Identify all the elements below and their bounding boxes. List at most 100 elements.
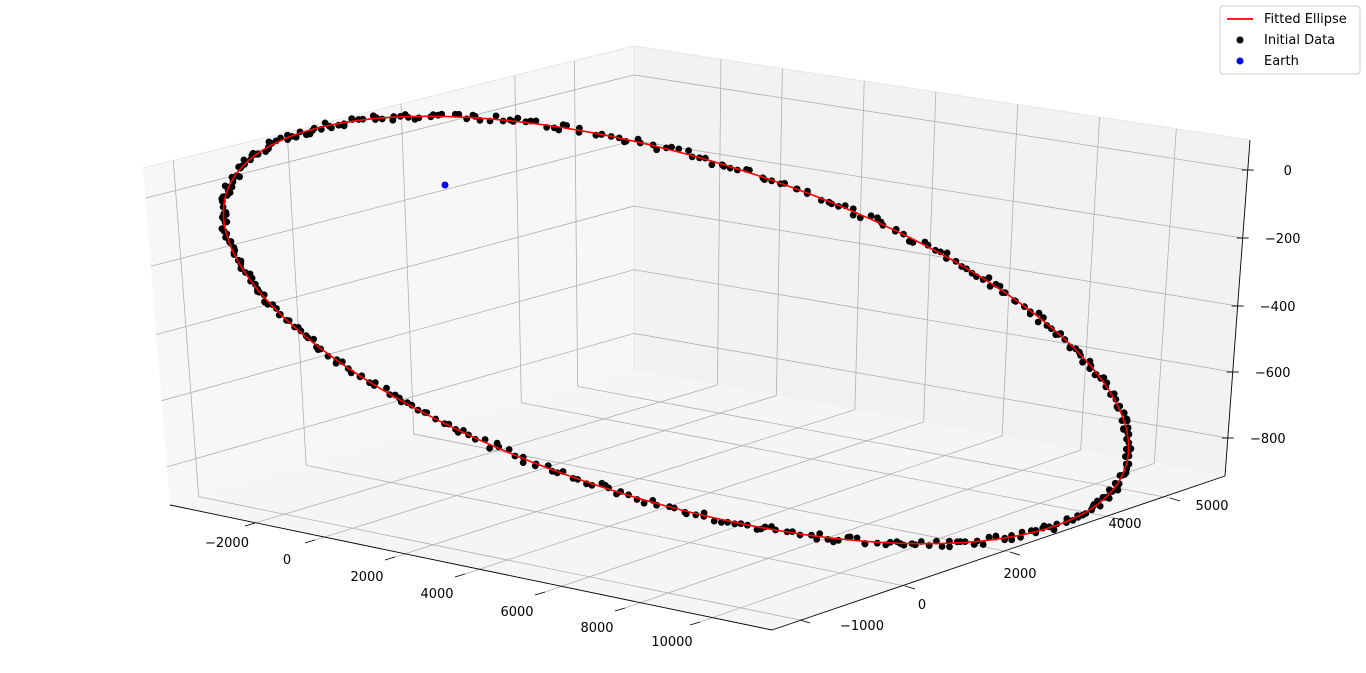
initial-data-point (486, 444, 493, 452)
legend-label-earth: Earth (1264, 54, 1299, 69)
initial-data-point (240, 156, 248, 164)
z-axis-line (1224, 139, 1251, 477)
initial-data-point (685, 147, 692, 155)
initial-data-point (555, 126, 563, 134)
x-tick-mark (244, 522, 256, 527)
gridline-wall-z-left (145, 74, 635, 199)
initial-data-point (1035, 309, 1043, 317)
initial-data-point (532, 117, 540, 125)
initial-data-point (492, 112, 500, 120)
initial-data-point (985, 533, 993, 541)
gridline-floor-x (699, 462, 1155, 623)
initial-data-point (953, 538, 961, 546)
x-tick-mark (304, 539, 316, 544)
initial-data-point (985, 274, 993, 282)
gridline-wall-x (1001, 104, 1019, 437)
initial-data-point (668, 143, 675, 151)
gridline-floor-x (464, 421, 924, 575)
gridline-wall-x (1080, 117, 1100, 451)
gridline-wall-x (854, 81, 865, 410)
initial-data-point (768, 523, 775, 530)
gridline-wall-z-left (161, 269, 635, 402)
initial-data-point (1079, 358, 1086, 366)
initial-data-point (1114, 486, 1122, 494)
initial-data-point (455, 110, 463, 118)
initial-data-point (493, 439, 501, 447)
initial-data-point (873, 539, 881, 547)
tick-labels: −20000200040006000800010000−100002000400… (205, 164, 1301, 650)
x-tick-mark (384, 556, 396, 561)
legend-label-initial-data: Initial Data (1264, 33, 1335, 48)
gridline-wall-z-right (633, 140, 1243, 239)
initial-data-point (269, 301, 277, 308)
x-tick-label: −2000 (205, 536, 249, 551)
gridline-floor-y (306, 464, 906, 587)
initial-data-point (640, 499, 648, 507)
x-axis-line (169, 504, 773, 631)
initial-data-point (519, 459, 527, 466)
gridline-floor-x (624, 449, 1081, 609)
x-tick-label: 10000 (651, 635, 692, 650)
floor-pane (170, 370, 1225, 630)
y-tick-mark (904, 585, 916, 590)
gridline-floor-y (577, 385, 1171, 499)
gridline-floor-y (198, 496, 801, 621)
initial-data-point (830, 538, 837, 546)
initial-data-point (979, 541, 987, 548)
axis-lines (169, 139, 1254, 631)
gridline-wall-x (1153, 128, 1177, 464)
initial-data-point (946, 543, 953, 551)
gridline-floor-y (521, 402, 1116, 519)
initial-data-point (653, 146, 660, 154)
gridline-floor-x (544, 435, 1003, 593)
gridline-wall-y (286, 132, 307, 466)
z-tick-label: −400 (1260, 300, 1296, 315)
initial-data-point (849, 211, 857, 219)
right-pane (634, 46, 1250, 476)
legend-swatch-initial-data (1236, 36, 1244, 44)
y-tick-mark (1009, 551, 1021, 556)
initial-data-point (328, 124, 335, 132)
fitted-ellipse-line (222, 115, 1130, 545)
x-tick-mark (454, 573, 466, 578)
initial-data-point (415, 114, 423, 122)
initial-data-point (514, 114, 522, 122)
initial-data-point (938, 543, 946, 550)
initial-data-point (1034, 318, 1042, 326)
y-tick-label: 0 (918, 598, 926, 613)
pane-edge-left (142, 45, 635, 169)
x-tick-label: 4000 (420, 587, 453, 602)
gridline-wall-y (573, 60, 579, 387)
gridline-wall-z-right (633, 269, 1233, 373)
pane-edge-right (633, 45, 1251, 141)
gridline-wall-z-right (633, 74, 1248, 171)
x-tick-label: 6000 (500, 605, 533, 620)
initial-data-point (313, 343, 320, 351)
y-tick-label: 2000 (1003, 567, 1036, 582)
initial-data-point (218, 225, 226, 233)
y-tick-label: −1000 (840, 619, 884, 634)
initial-data-point (867, 212, 875, 220)
x-tick-mark (534, 591, 546, 596)
initial-data-point (383, 384, 390, 392)
initial-data-point (275, 311, 283, 319)
initial-data-point (970, 541, 978, 548)
x-tick-mark (614, 607, 626, 612)
gridline-wall-y (400, 103, 415, 435)
initial-data-point (563, 122, 570, 129)
x-tick-label: 8000 (580, 621, 613, 636)
initial-data-point (710, 517, 718, 525)
legend-box (1219, 5, 1361, 75)
z-tick-label: −600 (1255, 366, 1291, 381)
z-tick-label: −800 (1250, 432, 1286, 447)
legend-label-fitted-ellipse: Fitted Ellipse (1264, 12, 1347, 27)
initial-data-point (943, 249, 951, 257)
gridline-wall-z-left (156, 205, 635, 335)
initial-data-point (813, 535, 821, 543)
gridline-wall-x (775, 68, 783, 396)
initial-data-point (1123, 417, 1131, 425)
earth-point (441, 181, 449, 189)
y-tick-mark (1114, 517, 1126, 522)
gridline-wall-y (514, 75, 522, 403)
